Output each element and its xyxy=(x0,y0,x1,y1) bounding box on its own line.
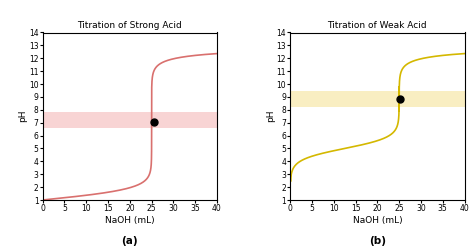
Point xyxy=(396,97,404,101)
Y-axis label: pH: pH xyxy=(18,110,27,122)
X-axis label: NaOH (mL): NaOH (mL) xyxy=(105,216,155,225)
X-axis label: NaOH (mL): NaOH (mL) xyxy=(353,216,402,225)
Title: Titration of Strong Acid: Titration of Strong Acid xyxy=(77,21,182,30)
Bar xyxy=(290,91,465,106)
Y-axis label: pH: pH xyxy=(266,110,275,122)
Point xyxy=(150,120,157,124)
Text: (a): (a) xyxy=(121,236,138,246)
Title: Titration of Weak Acid: Titration of Weak Acid xyxy=(328,21,427,30)
Bar xyxy=(43,112,217,128)
Text: (b): (b) xyxy=(369,236,386,246)
